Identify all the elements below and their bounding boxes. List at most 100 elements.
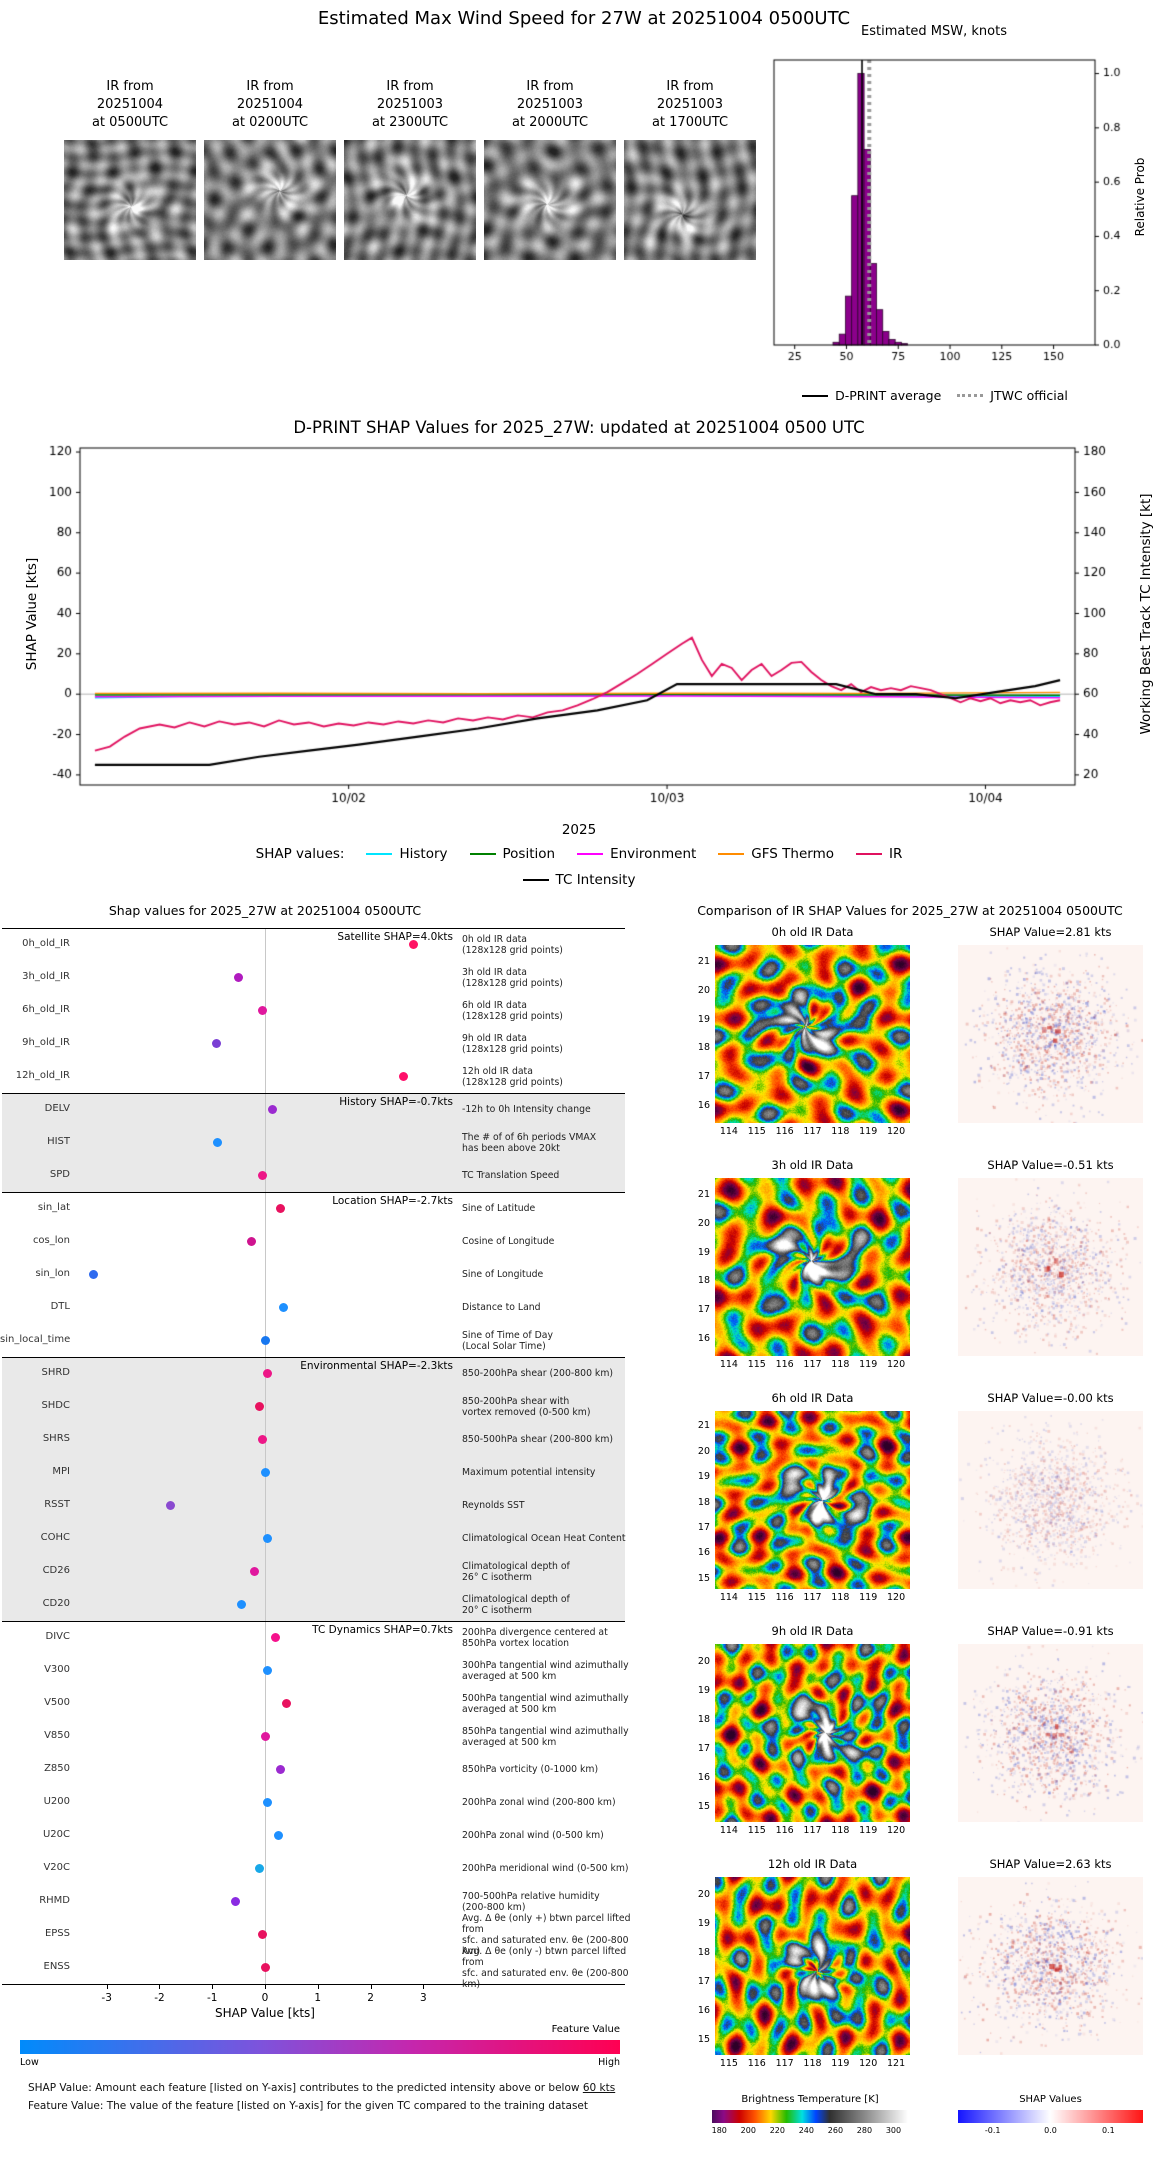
ir-panel-title: 3h old IR Data [771,1158,854,1172]
feature-label: RHMD [39,1895,70,1906]
zero-gridline [265,928,266,1984]
lon-tick-label: 117 [803,1825,822,1836]
shap-panel-title: SHAP Value=-0.51 kts [987,1158,1114,1172]
lat-tick-label: 16 [697,2005,710,2017]
average-line-swatch [802,394,829,397]
ir-thumbnail-image [204,140,336,260]
bt-colorbar-tick-label: 280 [856,2126,873,2135]
ir-thumb-label-line: IR from [666,79,714,94]
lon-tick-label: 120 [886,1592,906,1603]
ir-thumb-label: IR from 20251004 at 0200UTC [204,78,336,132]
lon-tick-label: 118 [831,1825,850,1836]
comparison-title: Comparison of IR SHAP Values for 2025_27… [697,903,1123,918]
feature-description: Climatological depth of 26° C isotherm [462,1560,570,1583]
feature-description: 0h old IR data (128x128 grid points) [462,933,563,956]
lat-tick-label: 20 [697,1445,710,1457]
bt-colorbar-tick-label: 200 [740,2126,756,2135]
msw-histogram-canvas [730,40,1168,386]
bt-colorbar-tick-label: 180 [711,2126,727,2135]
shap-colorbar-tick-label: 0.0 [1044,2126,1057,2135]
feature-label: 12h_old_IR [15,1070,70,1081]
feature-label: sin_lon [35,1268,70,1279]
lon-tick-label: 116 [775,1126,794,1137]
shap-dot [260,1468,270,1477]
lat-tick-label: 20 [697,1217,710,1229]
shap-dot [281,1699,291,1708]
feature-label: DELV [44,1103,70,1114]
feature-label: U20C [42,1829,70,1840]
lon-tick-label: 119 [859,1359,878,1370]
lat-tick-label: 20 [697,1888,710,1900]
lat-tick-label: 17 [697,1071,710,1083]
shap-dot [212,1039,222,1048]
lon-tick-label: 114 [719,1592,738,1603]
feature-description: Sine of Latitude [462,1203,536,1214]
lon-tick-label: 118 [831,1126,850,1137]
ir-thumb-label: IR from 20251004 at 0500UTC [64,78,196,132]
shap-dot [257,1171,267,1180]
x-tick-label: -2 [154,1992,165,2004]
feature-label: RSST [44,1499,70,1510]
ir-thumb-label-line: IR from [526,79,574,94]
shap-map-canvas [958,1178,1143,1356]
shap-dot [233,973,243,982]
series-line-swatch [469,853,496,855]
shap-dot [260,1732,270,1741]
shap-dot [408,940,418,949]
shap-dot [255,1864,265,1873]
legend-item: D-PRINT average [802,388,941,403]
x-tick-label: -3 [101,1992,112,2004]
timeseries-ylabel-left: SHAP Value [kts] [24,557,40,671]
ir-image-canvas [715,1411,910,1589]
series-line-swatch [522,879,549,881]
group-separator-line [2,1093,625,1094]
feature-label: V850 [44,1730,70,1741]
feature-description: 3h old IR data (128x128 grid points) [462,966,563,989]
shap-dot [278,1303,288,1312]
ir-thumbnail-image [484,140,616,260]
shap-dot [263,1666,273,1675]
official-line-swatch [957,394,984,397]
timeseries-legend-prefix: SHAP values: [255,846,345,862]
lat-tick-label: 19 [697,1013,710,1025]
feature-description: 200hPa meridional wind (0-500 km) [462,1863,629,1874]
shap-map-canvas [958,1411,1143,1589]
lat-tick-label: 18 [697,1496,710,1508]
feature-description: Climatological depth of 20° C isotherm [462,1593,570,1616]
ir-thumb-label: IR from 20251003 at 1700UTC [624,78,756,132]
feature-description: Maximum potential intensity [462,1467,596,1478]
ir-thumb-label-line: at 0500UTC [91,115,169,130]
lat-tick-label: 16 [697,1772,710,1784]
x-tick-mark [159,1984,161,1989]
legend-label: TC Intensity [555,872,636,888]
lat-tick-label: 15 [697,1801,710,1813]
histogram-legend: D-PRINT average JTWC official [740,388,1130,403]
feature-label: 9h_old_IR [22,1037,70,1048]
feature-description: 850-500hPa shear (200-800 km) [462,1434,614,1445]
legend-item: History [366,846,448,862]
lat-tick-label: 17 [697,1743,710,1755]
feature-label: SPD [49,1169,70,1180]
ir-panel-title: 0h old IR Data [771,925,854,939]
legend-label: IR [888,846,903,862]
feature-description: Avg. Δ θe (only -) btwn parcel lifted fr… [462,1945,629,1990]
shap-dot [257,1435,267,1444]
lon-tick-label: 120 [886,1359,906,1370]
feature-label: V20C [43,1862,70,1873]
lon-tick-label: 115 [747,1126,766,1137]
lat-tick-label: 18 [697,1713,710,1725]
lon-tick-label: 119 [859,1825,878,1836]
feature-description: Cosine of Longitude [462,1236,555,1247]
lon-tick-label: 117 [803,1359,822,1370]
feature-description: 700-500hPa relative humidity (200-800 km… [462,1890,600,1913]
shap-map-canvas [958,1644,1143,1822]
shap-dot [213,1138,222,1147]
shap-dot [260,1963,270,1972]
lat-tick-label: 19 [697,1471,710,1483]
x-tick-label: 1 [314,1992,322,2004]
timeseries-legend-row2: TC Intensity [84,872,1074,888]
lat-tick-label: 18 [697,1042,710,1054]
feature-label: 0h_old_IR [22,938,70,949]
ir-thumb-label-line: 20251003 [516,97,584,112]
series-line-swatch [718,853,745,855]
